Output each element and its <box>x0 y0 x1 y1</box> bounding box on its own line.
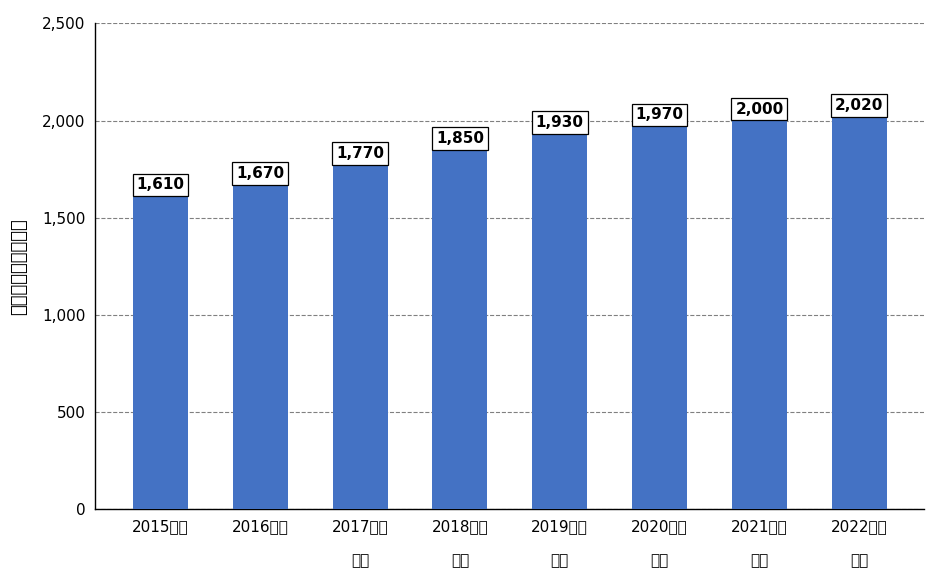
Bar <box>432 150 486 509</box>
Text: 予測: 予測 <box>650 553 668 569</box>
Bar <box>631 126 686 509</box>
Text: 予測: 予測 <box>550 553 568 569</box>
Text: 1,970: 1,970 <box>635 108 683 122</box>
Text: 予測: 予測 <box>450 553 468 569</box>
Text: 見込: 見込 <box>350 553 368 569</box>
Text: 1,610: 1,610 <box>136 177 185 192</box>
Text: 1,930: 1,930 <box>535 115 584 130</box>
Bar <box>133 196 188 509</box>
Text: 1,770: 1,770 <box>336 146 384 161</box>
Bar <box>232 185 288 509</box>
Text: 2,000: 2,000 <box>735 102 783 116</box>
Bar <box>731 121 786 509</box>
Bar <box>831 116 885 509</box>
Bar <box>332 165 387 509</box>
Bar <box>532 134 586 509</box>
Text: 1,670: 1,670 <box>236 166 284 181</box>
Text: 2,020: 2,020 <box>834 98 883 113</box>
Text: 予測: 予測 <box>749 553 767 569</box>
Text: 予測: 予測 <box>849 553 867 569</box>
Y-axis label: 事業売上高（億円）: 事業売上高（億円） <box>10 218 29 315</box>
Text: 1,850: 1,850 <box>435 131 484 146</box>
